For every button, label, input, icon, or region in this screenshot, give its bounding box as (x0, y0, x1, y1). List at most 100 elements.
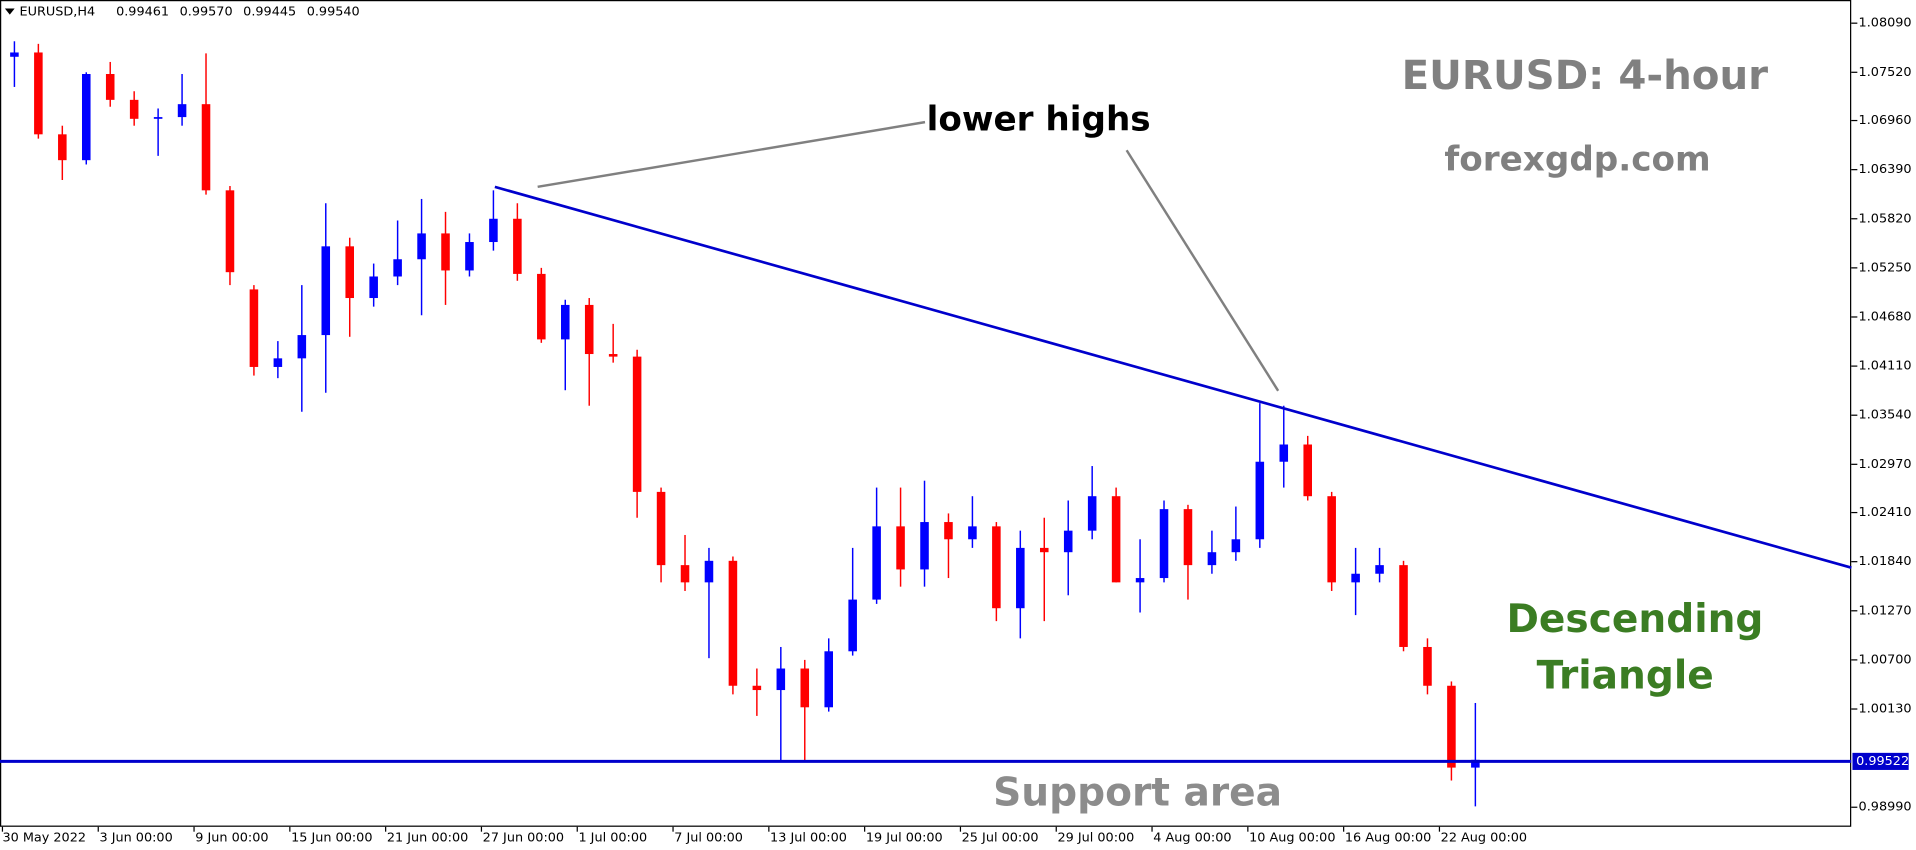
candle-body (489, 218, 498, 243)
candle-body (105, 74, 115, 100)
x-tick-label: 21 Jun 00:00 (387, 830, 468, 845)
annotation-support: Support area (993, 771, 1282, 816)
candle-body (1423, 646, 1432, 686)
candle-body (1399, 565, 1408, 647)
candle-body (1351, 573, 1360, 583)
candle-body (1207, 552, 1217, 566)
annotation-pattern: Descending (1506, 597, 1763, 642)
candle-body (944, 522, 953, 540)
candle-body (1183, 509, 1193, 566)
candle-body (177, 104, 187, 118)
x-tick-label: 25 Jul 00:00 (962, 830, 1039, 845)
candle-body (1016, 547, 1025, 609)
candle-body (728, 560, 738, 686)
candle-body (81, 74, 91, 161)
header-symbol: EURUSD,H4 (20, 5, 96, 20)
candle-body (1447, 685, 1456, 768)
annotation-lower-highs: lower highs (927, 99, 1151, 139)
x-tick-label: 27 Jun 00:00 (483, 830, 564, 845)
candle-body (752, 685, 762, 691)
y-tick-label: 1.03540 (1859, 408, 1912, 423)
candle-body (1039, 547, 1049, 553)
pointer-line (1125, 149, 1280, 392)
candle-body (776, 668, 786, 691)
y-tick-label: 1.01270 (1859, 603, 1912, 618)
candle-body (1375, 565, 1384, 574)
header-value: 0.99445 (243, 5, 296, 20)
candle-body (369, 276, 378, 299)
x-tick-label: 7 Jul 00:00 (674, 830, 743, 845)
candle-body (704, 560, 714, 583)
candle-body (1135, 578, 1145, 583)
candle-body (1303, 444, 1312, 497)
y-tick-label: 1.07520 (1859, 65, 1912, 80)
x-tick-label: 4 Aug 00:00 (1153, 830, 1231, 845)
candle-body (824, 651, 833, 708)
x-tick-label: 22 Aug 00:00 (1441, 830, 1527, 845)
y-tick-label: 1.02410 (1859, 505, 1912, 520)
candle-body (680, 565, 690, 583)
candle-body (441, 233, 450, 271)
y-tick-label: 1.05820 (1859, 211, 1912, 226)
candle-body (968, 526, 977, 540)
candle-body (321, 246, 331, 336)
candle-body (34, 52, 43, 135)
x-tick-label: 30 May 2022 (2, 830, 86, 845)
candle-body (1087, 496, 1097, 531)
candle-body (1063, 530, 1073, 553)
candle-body (249, 289, 259, 367)
candle-body (465, 242, 474, 271)
candle-body (10, 52, 19, 57)
y-tick-label: 1.05250 (1859, 260, 1912, 275)
candle-body (537, 273, 546, 340)
candle-body (1159, 509, 1169, 579)
candle-body (1255, 461, 1265, 540)
candle-body (920, 522, 929, 570)
candle-body (848, 599, 857, 652)
x-tick-label: 19 Jul 00:00 (866, 830, 943, 845)
x-tick-label: 29 Jul 00:00 (1057, 830, 1134, 845)
candle-body (656, 491, 666, 566)
candle-body (393, 259, 402, 277)
annotation-pattern: Triangle (1537, 653, 1714, 698)
y-tick-label: 1.04110 (1859, 359, 1912, 374)
y-tick-label: 0.98990 (1859, 800, 1912, 815)
candle-body (800, 668, 810, 708)
candle-body (297, 335, 307, 359)
candle-body (417, 233, 426, 260)
candle-body (153, 117, 163, 119)
header-arrow (4, 8, 15, 15)
candle-body (1471, 759, 1480, 768)
y-tick-label: 1.00130 (1859, 702, 1912, 717)
y-tick-label: 1.04680 (1859, 309, 1912, 324)
candle-body (225, 190, 235, 273)
x-tick-label: 10 Aug 00:00 (1249, 830, 1335, 845)
pointer-line (537, 120, 926, 189)
x-tick-label: 13 Jul 00:00 (770, 830, 847, 845)
candle-body (58, 134, 67, 161)
candle-body (992, 526, 1001, 609)
candle-body (1231, 539, 1241, 553)
candle-body (513, 218, 522, 274)
candle-body (896, 526, 905, 570)
x-tick-label: 9 Jun 00:00 (195, 830, 268, 845)
candle-body (560, 304, 570, 340)
candle-body (872, 526, 881, 600)
candle-body (129, 99, 139, 119)
candle-body (632, 356, 642, 492)
x-tick-label: 15 Jun 00:00 (291, 830, 372, 845)
x-tick-label: 3 Jun 00:00 (99, 830, 172, 845)
last-price-label: 0.99522 (1856, 754, 1909, 769)
candle-body (345, 246, 354, 299)
y-tick-label: 1.06390 (1859, 162, 1912, 177)
y-tick-label: 1.08090 (1859, 16, 1912, 31)
y-tick-label: 1.01840 (1859, 554, 1912, 569)
header-value: 0.99570 (180, 5, 233, 20)
y-tick-label: 1.02970 (1859, 457, 1912, 472)
candle-body (273, 358, 283, 367)
x-tick-label: 1 Jul 00:00 (578, 830, 647, 845)
last-price-box (1852, 752, 1909, 770)
header-value: 0.99461 (116, 5, 169, 20)
